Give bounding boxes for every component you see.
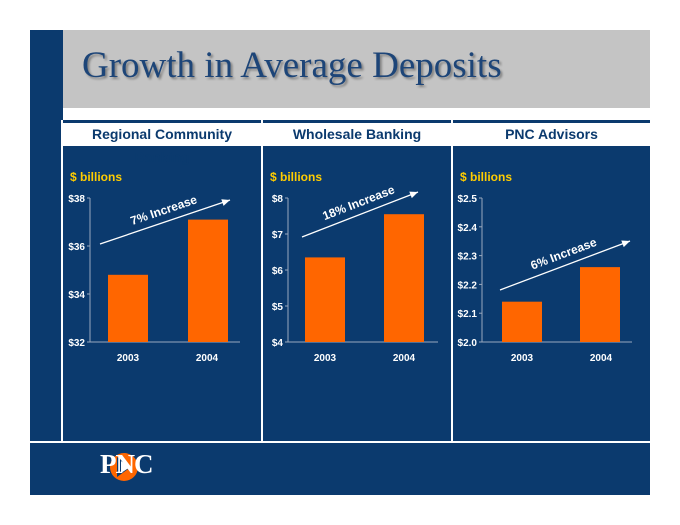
y-tick-label: $2.1	[458, 309, 478, 320]
footer-divider	[30, 441, 650, 443]
increase-annotation: 6% Increase	[529, 235, 599, 273]
increase-arrow-head	[409, 191, 418, 199]
chart-advisors: $2.0 $2.1 $2.2 $2.3 $2.4 $2.5 2003 2004 6% Incre…	[458, 194, 632, 364]
x-tick-label: 2003	[511, 353, 534, 364]
panel-title-advisors: PNC Advisors	[453, 123, 650, 146]
x-tick-label: 2004	[196, 353, 219, 364]
page-title: Growth in Average Deposits	[82, 45, 502, 86]
panel-divider-2	[451, 120, 453, 442]
y-tick-label: $5	[272, 302, 284, 313]
bar-2003	[502, 301, 542, 342]
y-tick-label: $2.0	[458, 338, 478, 349]
y-tick-label: $7	[272, 230, 284, 241]
y-tick-label: $6	[272, 266, 284, 277]
increase-arrow-head	[621, 240, 630, 248]
y-tick-label: $2.4	[458, 223, 478, 234]
y-tick-label: $2.2	[458, 280, 478, 291]
y-tick-label: $2.5	[458, 194, 478, 205]
y-tick-label: $34	[68, 290, 85, 301]
panel-divider-1	[261, 120, 263, 442]
unit-label-advisors: $ billions	[460, 170, 513, 184]
y-tick-label: $4	[272, 338, 284, 349]
x-tick-label: 2004	[590, 353, 613, 364]
unit-label-regional: $ billions	[70, 170, 123, 184]
x-tick-label: 2003	[117, 353, 140, 364]
header-divider	[63, 108, 650, 120]
increase-arrow-line	[99, 199, 231, 245]
bar-2003	[305, 257, 345, 342]
title-left-stripe	[30, 30, 63, 108]
y-tick-label: $36	[68, 242, 85, 253]
title-bar	[63, 30, 650, 108]
unit-label-wholesale: $ billions	[270, 170, 323, 184]
pnc-logo-text: PNC	[100, 449, 153, 479]
panel-title-regional: Regional Community Banking	[63, 123, 261, 165]
panel-title-wholesale: Wholesale Banking	[263, 123, 451, 146]
increase-arrow-line	[301, 191, 419, 238]
bar-2004	[384, 214, 424, 342]
y-tick-label: $8	[272, 194, 284, 205]
bar-2004	[188, 219, 228, 342]
panel-border-left	[61, 120, 63, 442]
increase-arrow-line	[499, 240, 631, 291]
y-tick-label: $2.3	[458, 252, 478, 263]
bar-2004	[580, 267, 620, 342]
bar-2003	[108, 274, 148, 342]
increase-arrow-head	[221, 199, 230, 206]
y-tick-label: $38	[68, 194, 85, 205]
pnc-logo-icon	[110, 453, 138, 481]
y-tick-label: $32	[68, 338, 85, 349]
x-tick-label: 2003	[314, 353, 337, 364]
x-tick-label: 2004	[393, 353, 416, 364]
